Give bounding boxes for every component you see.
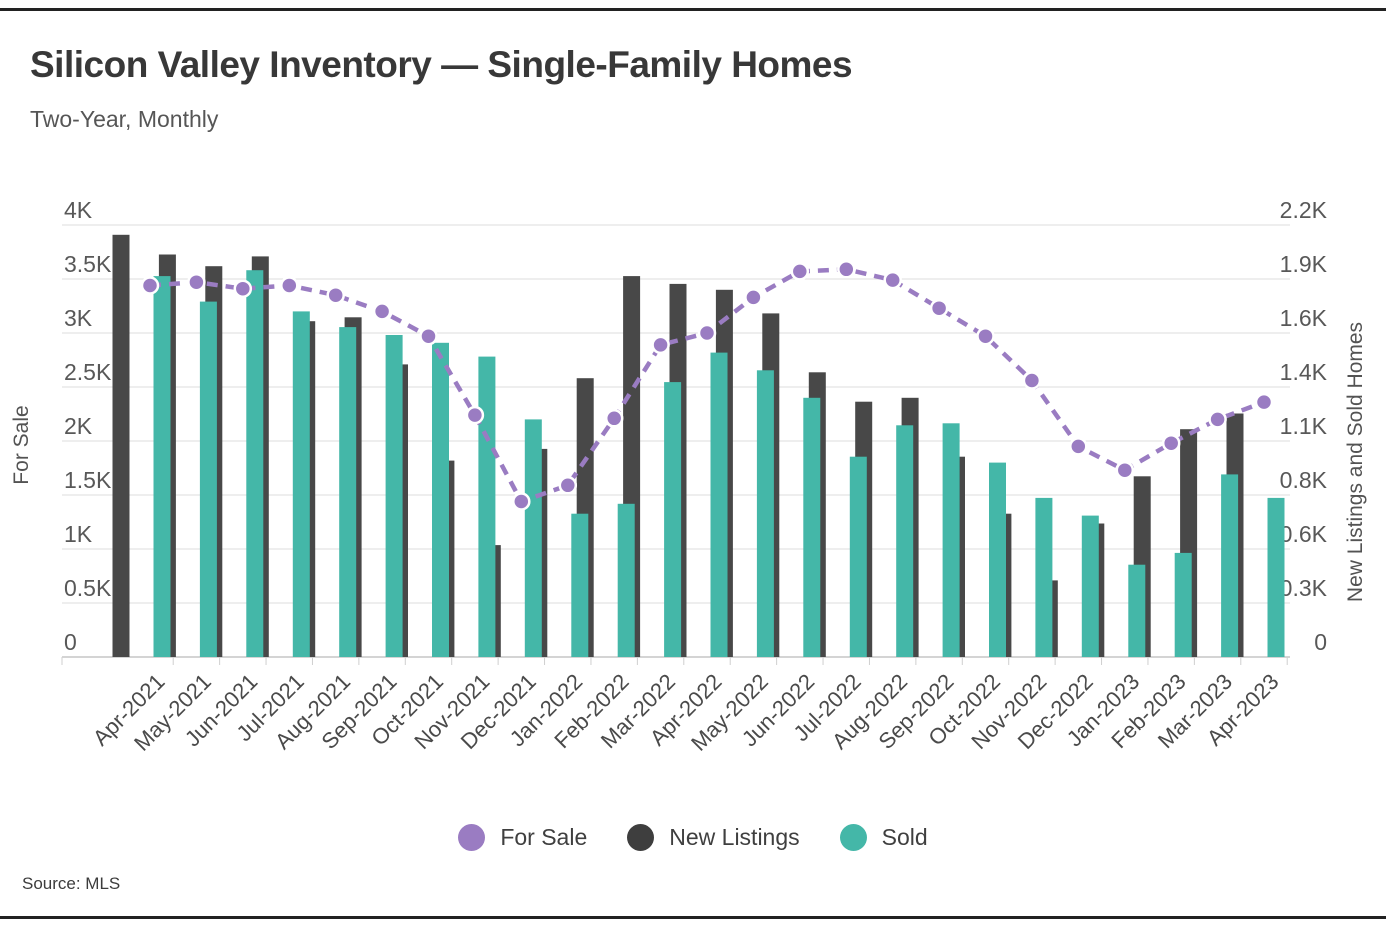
y-axis-left-tick-labels: 4K 3.5K 3K 2.5K 2K 1.5K 1K 0.5K 0 bbox=[64, 197, 112, 655]
bar-sold bbox=[803, 397, 821, 657]
y-tick-left: 2.5K bbox=[64, 359, 112, 385]
source-note: Source: MLS bbox=[22, 874, 121, 893]
bar-sold bbox=[199, 301, 217, 657]
bar-sold bbox=[571, 513, 589, 657]
bar-sold bbox=[1221, 474, 1239, 657]
series-for-sale-points bbox=[140, 260, 1274, 511]
for-sale-point bbox=[187, 272, 206, 292]
axis-titles: For Sale New Listings and Sold Homes bbox=[10, 322, 1367, 602]
for-sale-marker-icon bbox=[458, 824, 486, 851]
y-tick-left: 1.5K bbox=[64, 467, 112, 493]
x-axis-ticks bbox=[61, 657, 1288, 665]
for-sale-point bbox=[744, 288, 763, 307]
y-tick-left: 3.5K bbox=[64, 251, 112, 277]
bar-sold bbox=[942, 423, 960, 657]
for-sale-point bbox=[604, 409, 624, 428]
bar-sold bbox=[153, 276, 171, 657]
for-sale-point bbox=[790, 262, 810, 281]
y-tick-left: 1K bbox=[64, 521, 93, 547]
bar-sold bbox=[246, 270, 264, 657]
bar-sold bbox=[339, 327, 357, 657]
y-tick-right: 1.9K bbox=[1280, 251, 1328, 277]
y-tick-left: 4K bbox=[64, 197, 93, 223]
for-sale-point bbox=[326, 285, 345, 305]
bar-sold bbox=[478, 356, 496, 657]
for-sale-point bbox=[233, 279, 253, 298]
bar-sold bbox=[896, 425, 914, 657]
bar-sold bbox=[385, 335, 403, 657]
legend-item-new-listings[interactable]: New Listings bbox=[627, 824, 800, 851]
bar-sold bbox=[1128, 564, 1146, 657]
for-sale-point bbox=[697, 323, 717, 343]
bar-sold bbox=[1081, 515, 1099, 657]
for-sale-point bbox=[1115, 460, 1135, 480]
y-axis-right-title: New Listings and Sold Homes bbox=[1344, 322, 1367, 602]
for-sale-point bbox=[512, 492, 531, 511]
legend-label-for-sale: For Sale bbox=[500, 824, 588, 850]
y-tick-right: 0.6K bbox=[1280, 521, 1328, 547]
bar-sold bbox=[1174, 552, 1192, 657]
for-sale-line-path bbox=[149, 267, 1265, 505]
bar-sold bbox=[617, 503, 635, 657]
chart-subtitle: Two-Year, Monthly bbox=[30, 106, 219, 132]
series-for-sale-line bbox=[149, 267, 1265, 505]
bar-sold bbox=[1267, 497, 1285, 657]
legend: For Sale New Listings Sold bbox=[0, 824, 1386, 851]
legend-label-new-listings: New Listings bbox=[669, 824, 800, 850]
bar-sold bbox=[292, 311, 310, 657]
for-sale-point bbox=[1161, 433, 1181, 453]
sold-marker-icon bbox=[839, 824, 867, 851]
bar-sold bbox=[989, 462, 1006, 657]
bar-new-listings bbox=[112, 234, 130, 658]
y-tick-right: 2.2K bbox=[1280, 197, 1328, 223]
legend-item-for-sale[interactable]: For Sale bbox=[458, 824, 587, 851]
y-tick-right: 0.8K bbox=[1280, 467, 1328, 493]
y-tick-left: 3K bbox=[64, 305, 93, 331]
new-listings-marker-icon bbox=[627, 824, 655, 851]
series-bar-sold bbox=[153, 270, 1285, 657]
for-sale-point bbox=[1069, 437, 1088, 456]
y-tick-left: 0.5K bbox=[64, 575, 112, 601]
y-tick-right: 1.6K bbox=[1280, 305, 1328, 331]
y-tick-right: 1.4K bbox=[1280, 359, 1328, 385]
for-sale-point bbox=[465, 405, 485, 425]
y-tick-right: 0 bbox=[1314, 629, 1327, 655]
bar-sold bbox=[664, 382, 682, 657]
y-axis-left-title: For Sale bbox=[10, 405, 33, 484]
for-sale-point bbox=[140, 276, 160, 295]
x-axis-labels: Apr-2021May-2021Jun-2021Jul-2021Aug-2021… bbox=[88, 669, 1284, 756]
for-sale-point bbox=[372, 302, 392, 321]
for-sale-point bbox=[837, 260, 856, 279]
y-tick-left: 2K bbox=[64, 413, 93, 439]
bar-sold bbox=[1035, 497, 1053, 657]
for-sale-point bbox=[1022, 371, 1042, 390]
y-tick-right: 0.3K bbox=[1280, 575, 1328, 601]
for-sale-point bbox=[419, 326, 438, 346]
for-sale-point bbox=[651, 335, 670, 355]
bar-sold bbox=[524, 419, 542, 657]
bar-sold bbox=[756, 370, 774, 657]
for-sale-point bbox=[1254, 392, 1274, 412]
for-sale-point bbox=[558, 476, 578, 495]
top-border-rule bbox=[0, 8, 1386, 11]
y-axis-right-tick-labels: 2.2K 1.9K 1.6K 1.4K 1.1K 0.8K 0.6K 0.3K 0 bbox=[1280, 197, 1328, 655]
y-tick-right: 1.1K bbox=[1280, 413, 1328, 439]
chart-title: Silicon Valley Inventory — Single-Family… bbox=[30, 44, 853, 85]
for-sale-point bbox=[929, 298, 949, 318]
bar-sold bbox=[432, 342, 449, 657]
bottom-border-rule bbox=[0, 916, 1386, 919]
legend-item-sold[interactable]: Sold bbox=[839, 824, 928, 851]
legend-label-sold: Sold bbox=[881, 824, 928, 850]
for-sale-point bbox=[976, 326, 995, 346]
for-sale-point bbox=[883, 270, 902, 290]
bar-sold bbox=[710, 352, 728, 657]
bar-sold bbox=[849, 456, 867, 657]
y-tick-left: 0 bbox=[64, 629, 77, 655]
for-sale-point bbox=[280, 276, 299, 295]
for-sale-point bbox=[1208, 410, 1227, 429]
